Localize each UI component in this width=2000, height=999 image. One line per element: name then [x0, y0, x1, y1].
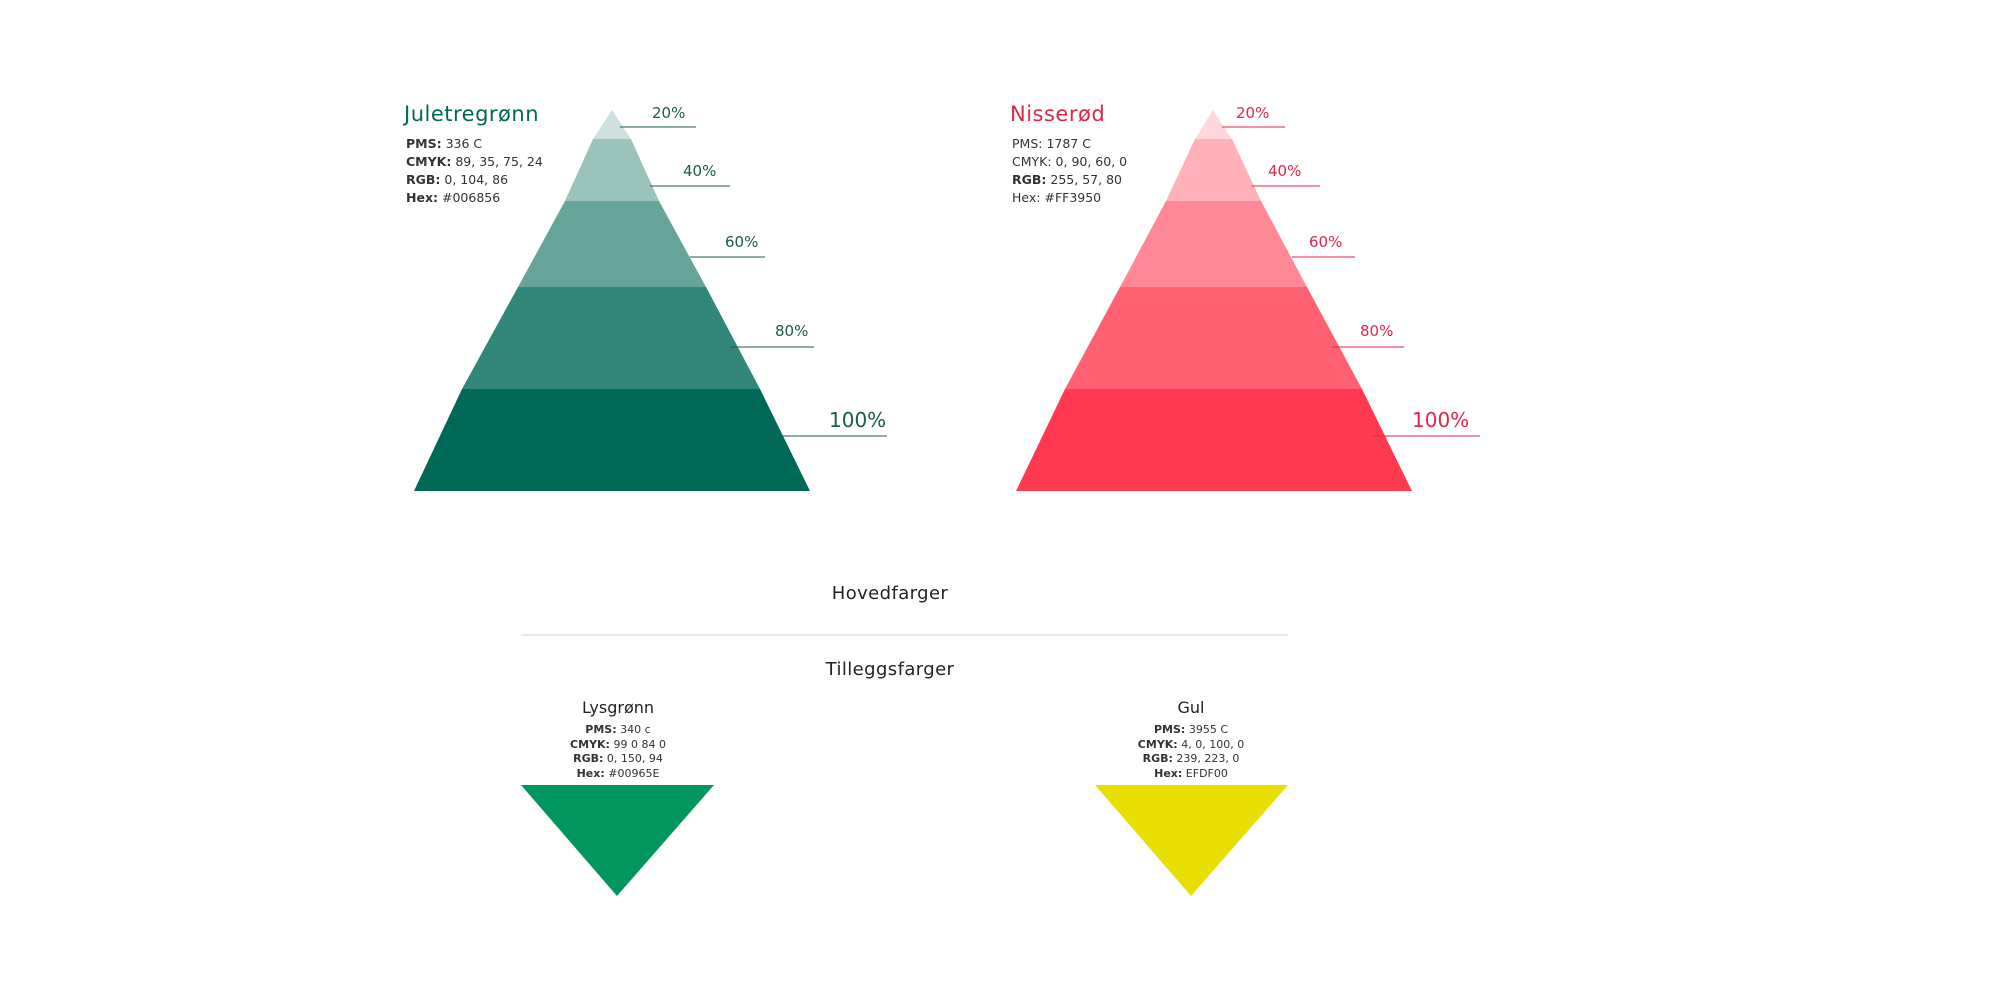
- red-tint-40-label: 40%: [1268, 162, 1302, 180]
- light-green-cmyk-row: CMYK: 99 0 84 0: [518, 738, 718, 753]
- light-green-pms-row: PMS: 340 c: [518, 723, 718, 738]
- light-green-swatch: [521, 785, 714, 896]
- red-pms-row: PMS: 1787 C: [1012, 135, 1127, 153]
- red-tint-20-shape: [1195, 110, 1232, 139]
- light-green-cmyk-label: CMYK:: [570, 737, 610, 751]
- red-tint-100-label: 100%: [1412, 408, 1470, 432]
- green-pms-label: PMS:: [406, 136, 442, 151]
- yellow-rgb-value: 239, 223, 0: [1176, 752, 1240, 765]
- green-pms-row: PMS: 336 C: [406, 135, 543, 153]
- green-cmyk-row: CMYK: 89, 35, 75, 24: [406, 153, 543, 171]
- main-colors-heading: Hovedfarger: [831, 583, 949, 604]
- red-hex-row: Hex: #FF3950: [1012, 189, 1127, 207]
- red-hex-label: Hex:: [1012, 190, 1041, 205]
- red-rgb-label: RGB:: [1012, 172, 1047, 187]
- light-green-name: Lysgrønn: [581, 698, 655, 717]
- yellow-rgb-row: RGB: 239, 223, 0: [1091, 752, 1291, 767]
- yellow-pms-value: 3955 C: [1188, 723, 1228, 736]
- green-rgb-label: RGB:: [406, 172, 441, 187]
- green-hex-row: Hex: #006856: [406, 189, 543, 207]
- red-tint-60-shape: [1120, 201, 1307, 287]
- green-tree: [414, 110, 887, 491]
- green-cmyk-value: 89, 35, 75, 24: [455, 154, 543, 169]
- red-cmyk-label: CMYK:: [1012, 154, 1052, 169]
- green-tint-80-shape: [462, 287, 760, 389]
- yellow-hex-label: Hex:: [1154, 766, 1183, 780]
- light-green-pms-value: 340 c: [620, 723, 651, 736]
- red-rgb-row: RGB: 255, 57, 80: [1012, 171, 1127, 189]
- green-tint-80-label: 80%: [775, 322, 809, 340]
- green-tint-40-label: 40%: [683, 162, 717, 180]
- green-hex-value: #006856: [442, 190, 501, 205]
- secondary-colors-heading: Tilleggsfarger: [825, 659, 955, 680]
- light-green-hex-label: Hex:: [576, 766, 605, 780]
- light-green-hex-row: Hex: #00965E: [518, 767, 718, 782]
- red-tint-20-label: 20%: [1236, 104, 1270, 122]
- yellow-hex-value: EFDF00: [1185, 766, 1228, 780]
- red-color-name: Nisserød: [1010, 102, 1106, 126]
- green-tint-20-label: 20%: [652, 104, 686, 122]
- red-tint-100-shape: [1016, 389, 1412, 491]
- light-green-cmyk-value: 99 0 84 0: [613, 737, 666, 751]
- green-rgb-row: RGB: 0, 104, 86: [406, 171, 543, 189]
- green-rgb-value: 0, 104, 86: [444, 172, 509, 187]
- yellow-spec-list: PMS: 3955 C CMYK: 4, 0, 100, 0 RGB: 239,…: [1091, 723, 1291, 781]
- red-cmyk-row: CMYK: 0, 90, 60, 0: [1012, 153, 1127, 171]
- yellow-pms-row: PMS: 3955 C: [1091, 723, 1291, 738]
- green-tint-60-shape: [518, 201, 706, 287]
- green-spec-list: PMS: 336 C CMYK: 89, 35, 75, 24 RGB: 0, …: [406, 135, 543, 207]
- yellow-hex-row: Hex: EFDF00: [1091, 767, 1291, 782]
- red-tree: [1016, 110, 1480, 491]
- red-tint-40-shape: [1166, 139, 1261, 201]
- light-green-spec-list: PMS: 340 c CMYK: 99 0 84 0 RGB: 0, 150, …: [518, 723, 718, 781]
- green-hex-label: Hex:: [406, 190, 439, 205]
- yellow-name: Gul: [1177, 698, 1205, 717]
- yellow-swatch: [1095, 785, 1288, 896]
- light-green-rgb-row: RGB: 0, 150, 94: [518, 752, 718, 767]
- red-hex-value: #FF3950: [1044, 190, 1102, 205]
- yellow-pms-label: PMS:: [1153, 723, 1186, 736]
- green-tint-100-shape: [414, 389, 810, 491]
- light-green-pms-label: PMS:: [585, 723, 617, 736]
- yellow-rgb-label: RGB:: [1142, 752, 1173, 765]
- green-tint-60-label: 60%: [725, 233, 759, 251]
- red-pms-value: 1787 C: [1046, 136, 1091, 151]
- red-tint-80-label: 80%: [1360, 322, 1394, 340]
- red-cmyk-value: 0, 90, 60, 0: [1055, 154, 1128, 169]
- green-color-name: Juletregrønn: [404, 102, 540, 126]
- green-tint-100-label: 100%: [829, 408, 887, 432]
- red-spec-list: PMS: 1787 C CMYK: 0, 90, 60, 0 RGB: 255,…: [1012, 135, 1127, 207]
- yellow-cmyk-label: CMYK:: [1137, 737, 1178, 751]
- green-pms-value: 336 C: [445, 136, 483, 151]
- red-tint-60-label: 60%: [1309, 233, 1343, 251]
- green-cmyk-label: CMYK:: [406, 154, 452, 169]
- red-rgb-value: 255, 57, 80: [1050, 172, 1122, 187]
- light-green-hex-value: #00965E: [608, 766, 660, 780]
- light-green-rgb-label: RGB:: [573, 752, 604, 765]
- red-pms-label: PMS:: [1012, 136, 1043, 151]
- green-tint-40-shape: [565, 139, 659, 201]
- light-green-rgb-value: 0, 150, 94: [606, 752, 663, 765]
- red-tint-80-shape: [1065, 287, 1362, 389]
- yellow-cmyk-value: 4, 0, 100, 0: [1181, 737, 1245, 751]
- yellow-cmyk-row: CMYK: 4, 0, 100, 0: [1091, 738, 1291, 753]
- green-tint-20-shape: [593, 110, 631, 139]
